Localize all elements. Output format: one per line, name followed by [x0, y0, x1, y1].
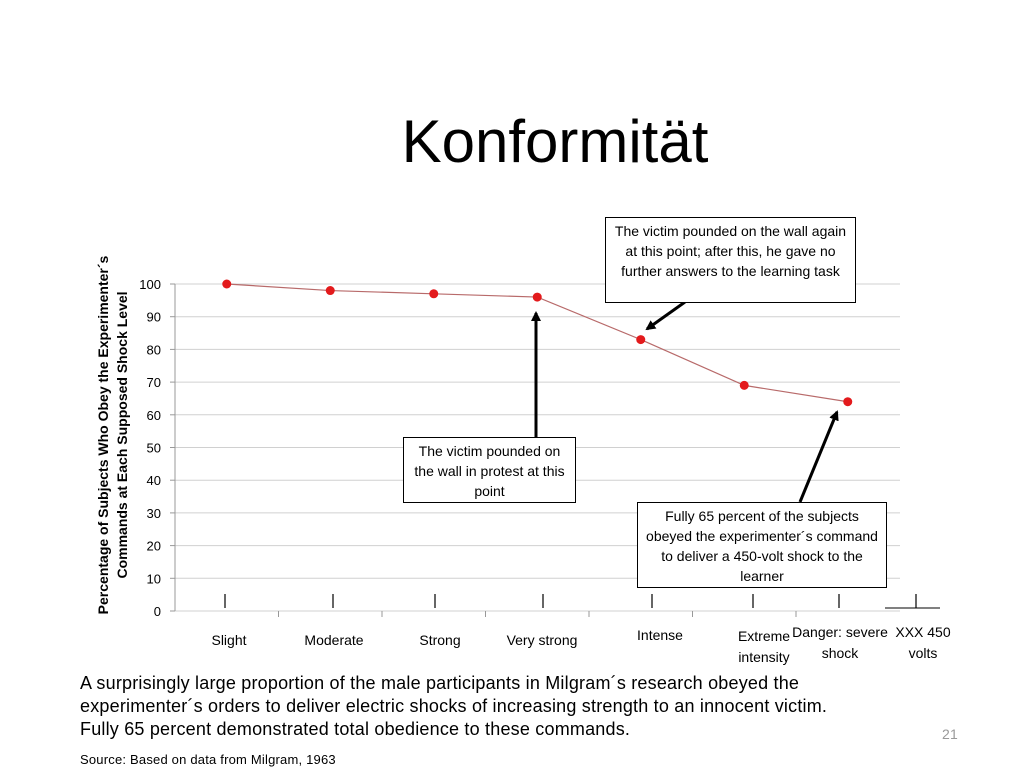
x-tick-label: XXX 450 volts: [895, 624, 951, 661]
y-tick-label: 0: [154, 604, 161, 619]
y-tick-label: 20: [147, 539, 161, 554]
y-tick-label: 40: [147, 473, 161, 488]
y-tick-label: 70: [147, 375, 161, 390]
data-point: [636, 335, 646, 345]
data-point: [325, 286, 335, 296]
x-tick-label: Danger: severe shock: [792, 624, 888, 661]
y-tick-label: 90: [147, 310, 161, 325]
x-tick-label: Intense: [637, 627, 683, 643]
data-point: [843, 397, 853, 407]
x-tick-label: Strong: [419, 632, 461, 648]
page-number: 21: [942, 726, 958, 742]
x-tick-label: Extreme intensity: [737, 628, 791, 665]
data-point: [222, 279, 232, 289]
y-tick-label: 50: [147, 441, 161, 456]
arrow: [798, 410, 839, 503]
y-axis-label: Commands at Each Supposed Shock Level: [114, 291, 130, 578]
body-text: A surprisingly large proportion of the m…: [80, 673, 800, 693]
y-axis-label: Percentage of Subjects Who Obey the Expe…: [95, 255, 111, 614]
x-tick-label: Moderate: [304, 632, 364, 648]
data-point: [739, 380, 749, 390]
data-point: [532, 292, 542, 302]
annotation: The victim pounded on the wall in protes…: [403, 437, 576, 503]
y-tick-label: 80: [147, 342, 161, 357]
x-tick-label: Slight: [211, 632, 247, 648]
y-tick-label: 100: [139, 277, 161, 292]
annotation: Fully 65 percent of the subjects obeyed …: [637, 502, 887, 588]
body-text: experimenter´s orders to deliver electri…: [80, 696, 828, 716]
arrows: [531, 300, 839, 503]
y-tick-label: 60: [147, 408, 161, 423]
data-point: [429, 289, 439, 299]
x-tick-label: Very strong: [506, 632, 578, 648]
annotation: The victim pounded on the wall again at …: [605, 217, 856, 303]
slide-title: Konformität: [402, 108, 709, 175]
body-text: Fully 65 percent demonstrated total obed…: [80, 719, 631, 739]
arrow: [645, 300, 686, 331]
y-tick-label: 10: [147, 571, 161, 586]
source: Source: Based on data from Milgram, 1963: [80, 752, 336, 767]
y-tick-label: 30: [147, 506, 161, 521]
